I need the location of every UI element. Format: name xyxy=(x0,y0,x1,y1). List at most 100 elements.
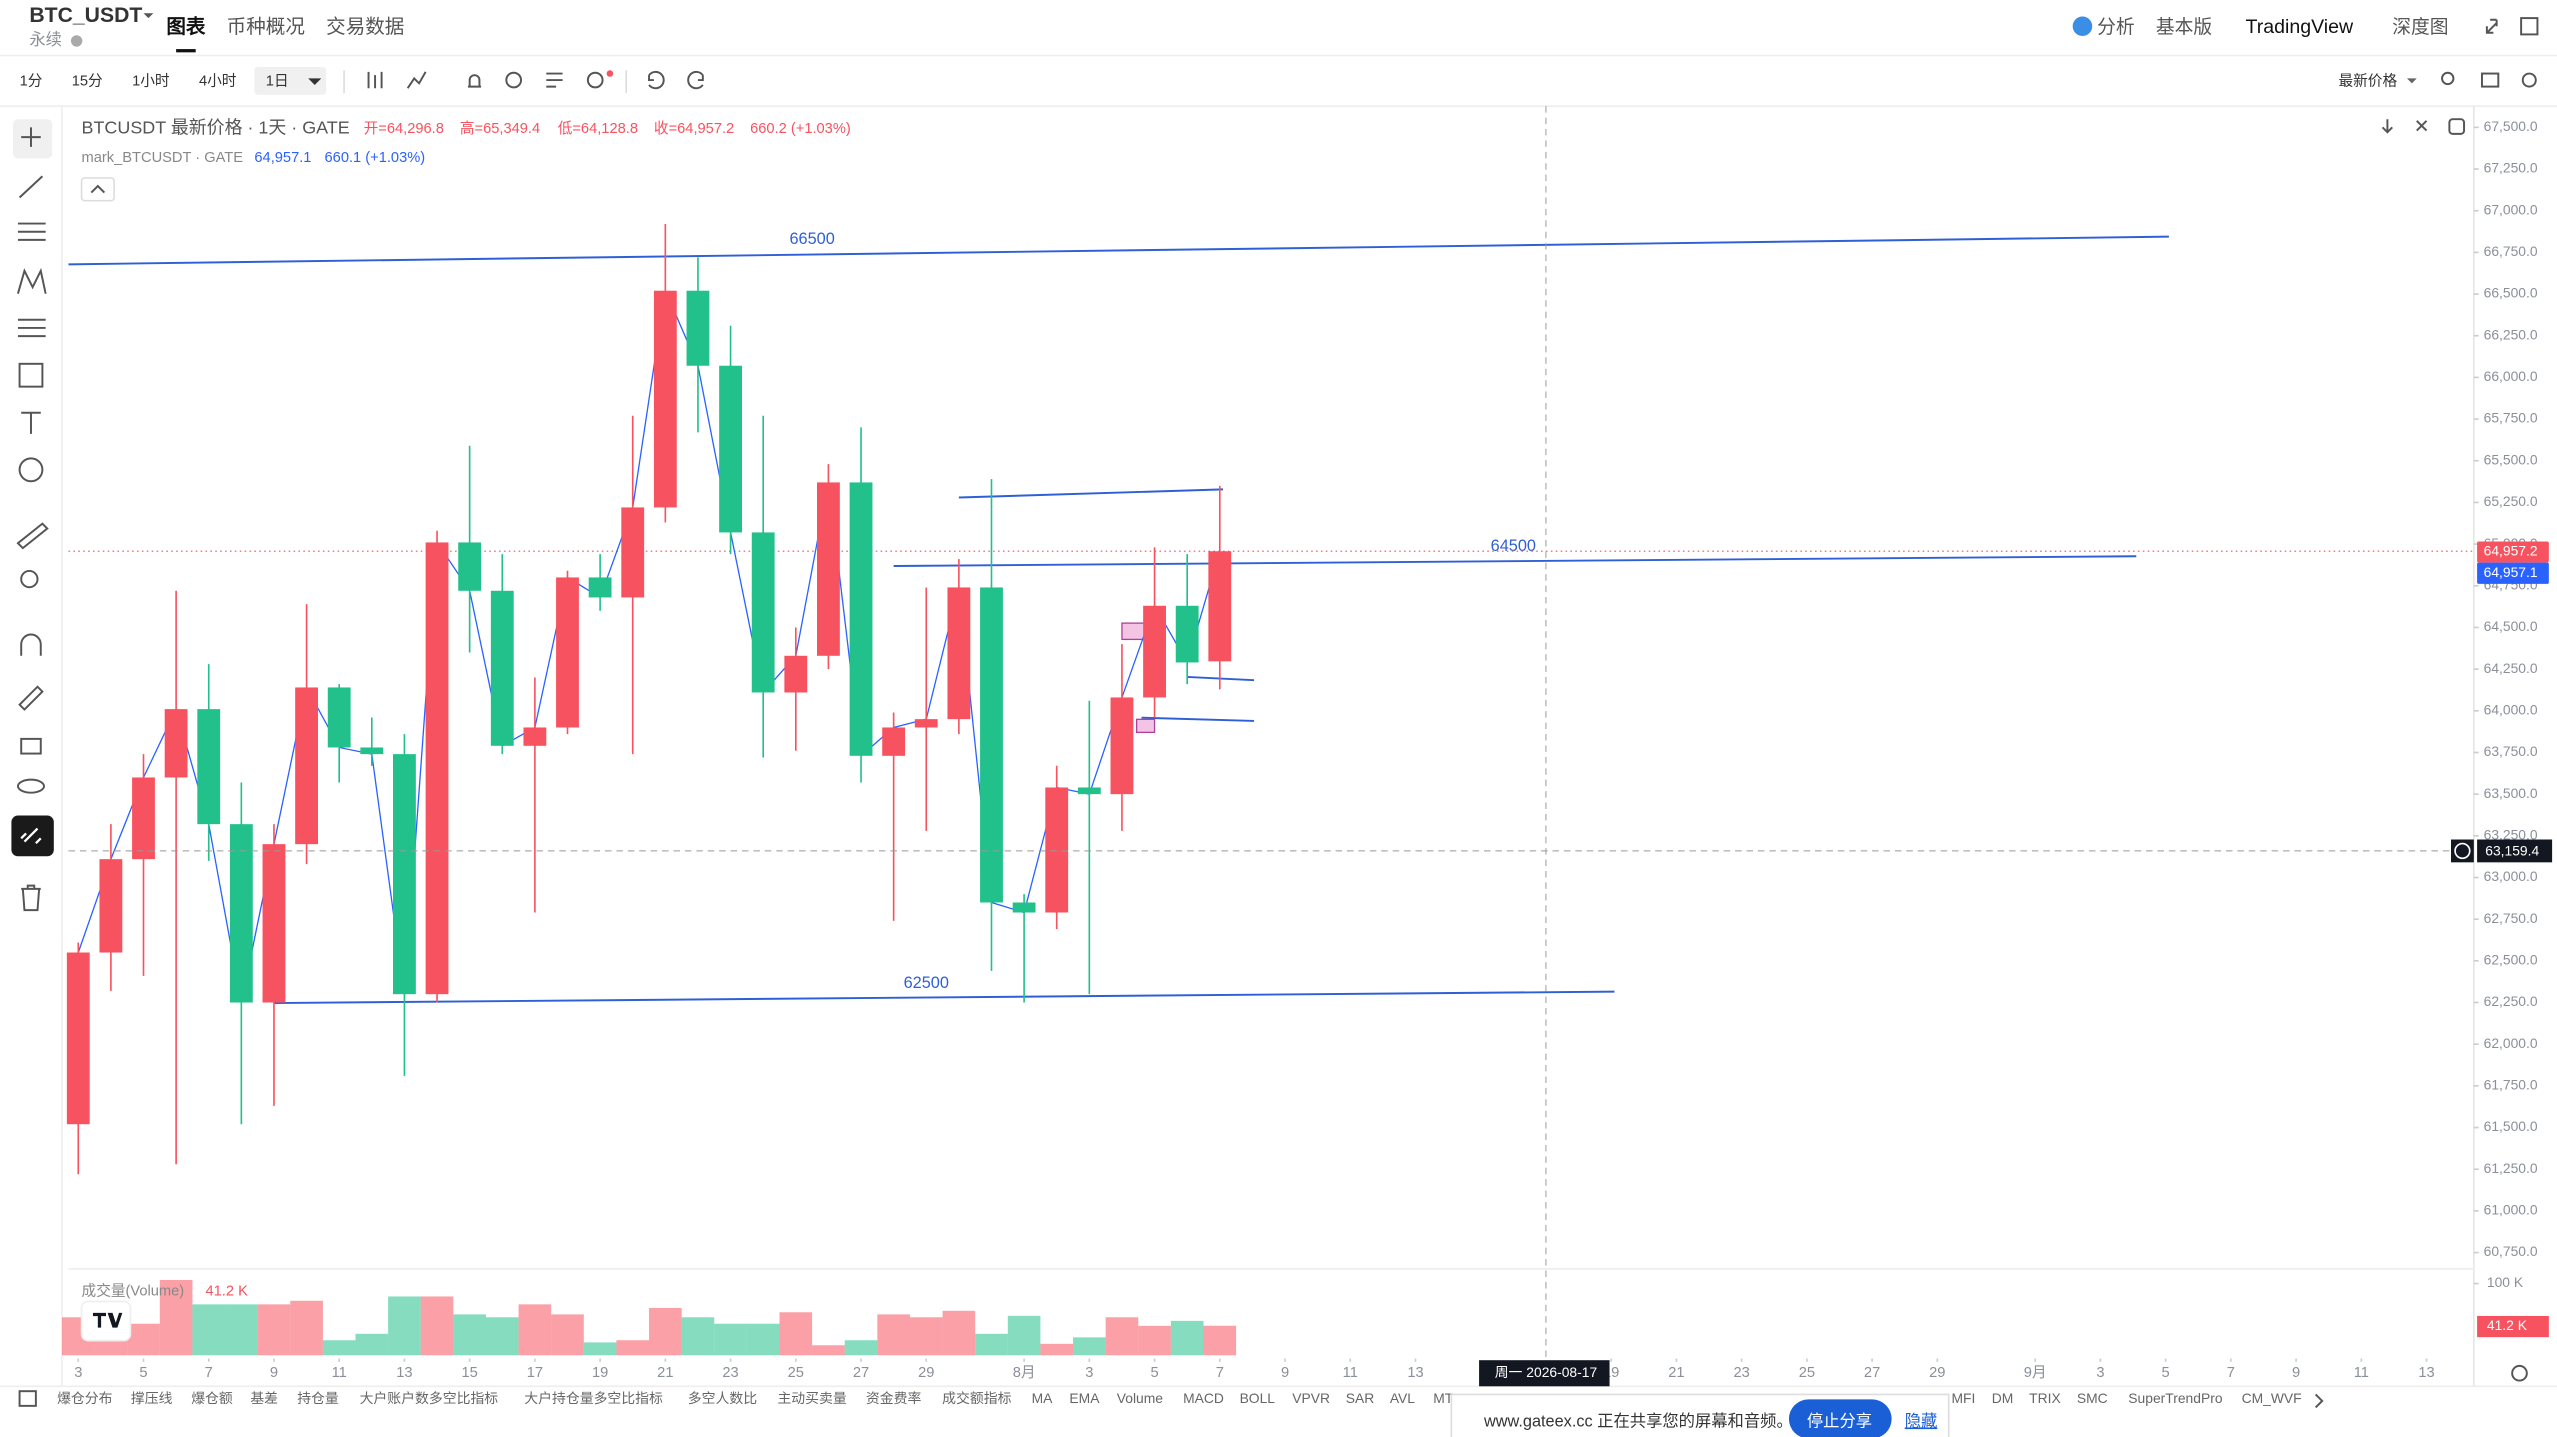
scroll-icon[interactable] xyxy=(2381,119,2393,134)
interval[interactable]: 1分 xyxy=(20,73,43,90)
stop-share-label[interactable]: 停止分享 xyxy=(1807,1412,1872,1430)
interval[interactable]: 4小时 xyxy=(199,73,237,90)
text-tool[interactable] xyxy=(21,411,41,434)
header-link[interactable]: TradingView xyxy=(2246,16,2354,38)
trendline-tool[interactable] xyxy=(18,175,44,199)
interval[interactable]: 15分 xyxy=(72,73,103,90)
indicator[interactable]: 主动买卖量 xyxy=(777,1390,846,1406)
indicator[interactable]: SuperTrendPro xyxy=(2128,1390,2223,1406)
y-tick-label: 61,750.0 xyxy=(2484,1077,2538,1093)
delete-tool[interactable] xyxy=(21,884,41,912)
analysis-icon xyxy=(2072,16,2093,37)
indicator[interactable]: 基差 xyxy=(250,1390,278,1406)
indicator[interactable]: 成交额指标 xyxy=(942,1390,1011,1406)
indicator[interactable]: 持仓量 xyxy=(297,1390,339,1406)
drawing-toolbar[interactable] xyxy=(13,119,53,912)
indicator[interactable]: 大户账户数多空比指标 xyxy=(360,1390,499,1406)
indicator[interactable]: MT xyxy=(1433,1390,1454,1406)
indicator[interactable]: MFI xyxy=(1951,1390,1975,1406)
volume-bar xyxy=(453,1314,486,1356)
indicator[interactable]: 大户持仓量多空比指标 xyxy=(524,1390,663,1406)
undo-icon[interactable] xyxy=(648,70,665,90)
indicator[interactable]: 多空人数比 xyxy=(688,1390,757,1406)
dropdown-icon[interactable] xyxy=(308,78,322,85)
crosshair-tool[interactable] xyxy=(21,127,41,147)
indicator-panel-icon[interactable] xyxy=(18,1390,37,1407)
search-icon[interactable] xyxy=(2441,71,2455,86)
collapse-icon[interactable] xyxy=(90,184,106,194)
indicator-icon[interactable] xyxy=(406,71,427,89)
indicator[interactable]: BOLL xyxy=(1240,1390,1276,1406)
indicator[interactable]: DM xyxy=(1992,1390,2014,1406)
header-link[interactable]: 基本版 xyxy=(2156,16,2213,37)
indicator[interactable]: EMA xyxy=(1069,1390,1100,1406)
chart-controls[interactable] xyxy=(2381,118,2466,135)
volume-tick-label: 100 K xyxy=(2487,1274,2524,1290)
symbol[interactable]: BTC_USDT xyxy=(29,4,142,27)
axis-settings-icon[interactable] xyxy=(2511,1364,2528,1382)
settings-icon[interactable] xyxy=(2521,72,2537,88)
toolbar-icons[interactable] xyxy=(367,70,2537,90)
header-link[interactable]: 分析 xyxy=(2097,16,2135,37)
indicator[interactable]: SMC xyxy=(2077,1390,2108,1406)
draw-mode-tool[interactable] xyxy=(18,685,44,711)
tab[interactable]: 币种概况 xyxy=(227,16,305,38)
indicator[interactable]: 撑压线 xyxy=(131,1390,173,1406)
indicator[interactable]: AVL xyxy=(1390,1390,1415,1406)
interval[interactable]: 1小时 xyxy=(132,73,170,90)
tab[interactable]: 图表 xyxy=(166,15,206,38)
crosshair-add-icon[interactable] xyxy=(2454,842,2471,860)
alert-icon[interactable] xyxy=(468,74,482,88)
close-icon[interactable] xyxy=(2416,120,2428,132)
stop-share-button[interactable] xyxy=(1788,1399,1892,1437)
volume-tag xyxy=(2477,1315,2549,1338)
header-link[interactable]: 深度图 xyxy=(2392,16,2448,37)
lock-tool[interactable] xyxy=(20,737,42,755)
highlight-box xyxy=(1121,622,1146,641)
zoom-tool[interactable] xyxy=(20,569,39,589)
indicator[interactable]: VPVR xyxy=(1292,1390,1330,1406)
ruler-tool[interactable] xyxy=(16,522,49,550)
candle-body xyxy=(523,727,547,746)
info-icon[interactable] xyxy=(70,35,83,47)
magnet-tool[interactable] xyxy=(20,633,42,656)
emoji-tool[interactable] xyxy=(18,457,44,483)
tab[interactable]: 交易数据 xyxy=(326,16,404,38)
indicator[interactable]: 资金费率 xyxy=(866,1390,922,1406)
dropdown-icon[interactable] xyxy=(143,13,154,19)
pattern-tool[interactable] xyxy=(16,267,47,294)
collapse-button[interactable] xyxy=(80,177,115,202)
indicator[interactable]: TRIX xyxy=(2029,1390,2061,1406)
reset-icon[interactable] xyxy=(2448,118,2466,135)
hide-link[interactable]: 隐藏 xyxy=(1905,1412,1938,1430)
shape-tool[interactable] xyxy=(18,362,44,388)
indicator[interactable]: Volume xyxy=(1117,1390,1164,1406)
indicator[interactable]: 爆仓额 xyxy=(191,1390,233,1406)
add-icon[interactable] xyxy=(586,71,604,89)
candle-type-icon[interactable] xyxy=(367,71,383,89)
template-icon[interactable] xyxy=(546,72,563,88)
indicator[interactable]: MACD xyxy=(1183,1390,1224,1406)
indicator[interactable]: CM_WVF xyxy=(2242,1390,2302,1406)
replay-icon[interactable] xyxy=(505,71,522,89)
redo-icon[interactable] xyxy=(687,70,704,90)
indicator[interactable]: SAR xyxy=(1346,1390,1375,1406)
scroll-right-icon[interactable] xyxy=(2314,1393,2324,1409)
legend-mark-title: mark_BTCUSDT · GATE xyxy=(82,150,244,166)
candle-body xyxy=(458,542,482,591)
indicator[interactable]: MA xyxy=(1032,1390,1054,1406)
crosshair-price-tag xyxy=(2477,839,2553,863)
expand-icon[interactable] xyxy=(2485,18,2498,34)
price-source[interactable]: 最新价格 xyxy=(2338,73,2397,90)
camera-icon[interactable] xyxy=(2481,72,2500,88)
candle-body xyxy=(1175,605,1199,663)
channel-tool[interactable] xyxy=(17,222,46,241)
dropdown-icon[interactable] xyxy=(2406,78,2417,84)
interval[interactable]: 1日 xyxy=(266,74,289,90)
indicator[interactable]: 爆仓分布 xyxy=(57,1390,113,1406)
fib-tool[interactable] xyxy=(17,318,46,338)
volume-bar xyxy=(1203,1325,1237,1356)
visibility-tool[interactable] xyxy=(16,778,46,794)
fullscreen-icon[interactable] xyxy=(2520,17,2539,36)
link-tool[interactable] xyxy=(20,827,42,845)
